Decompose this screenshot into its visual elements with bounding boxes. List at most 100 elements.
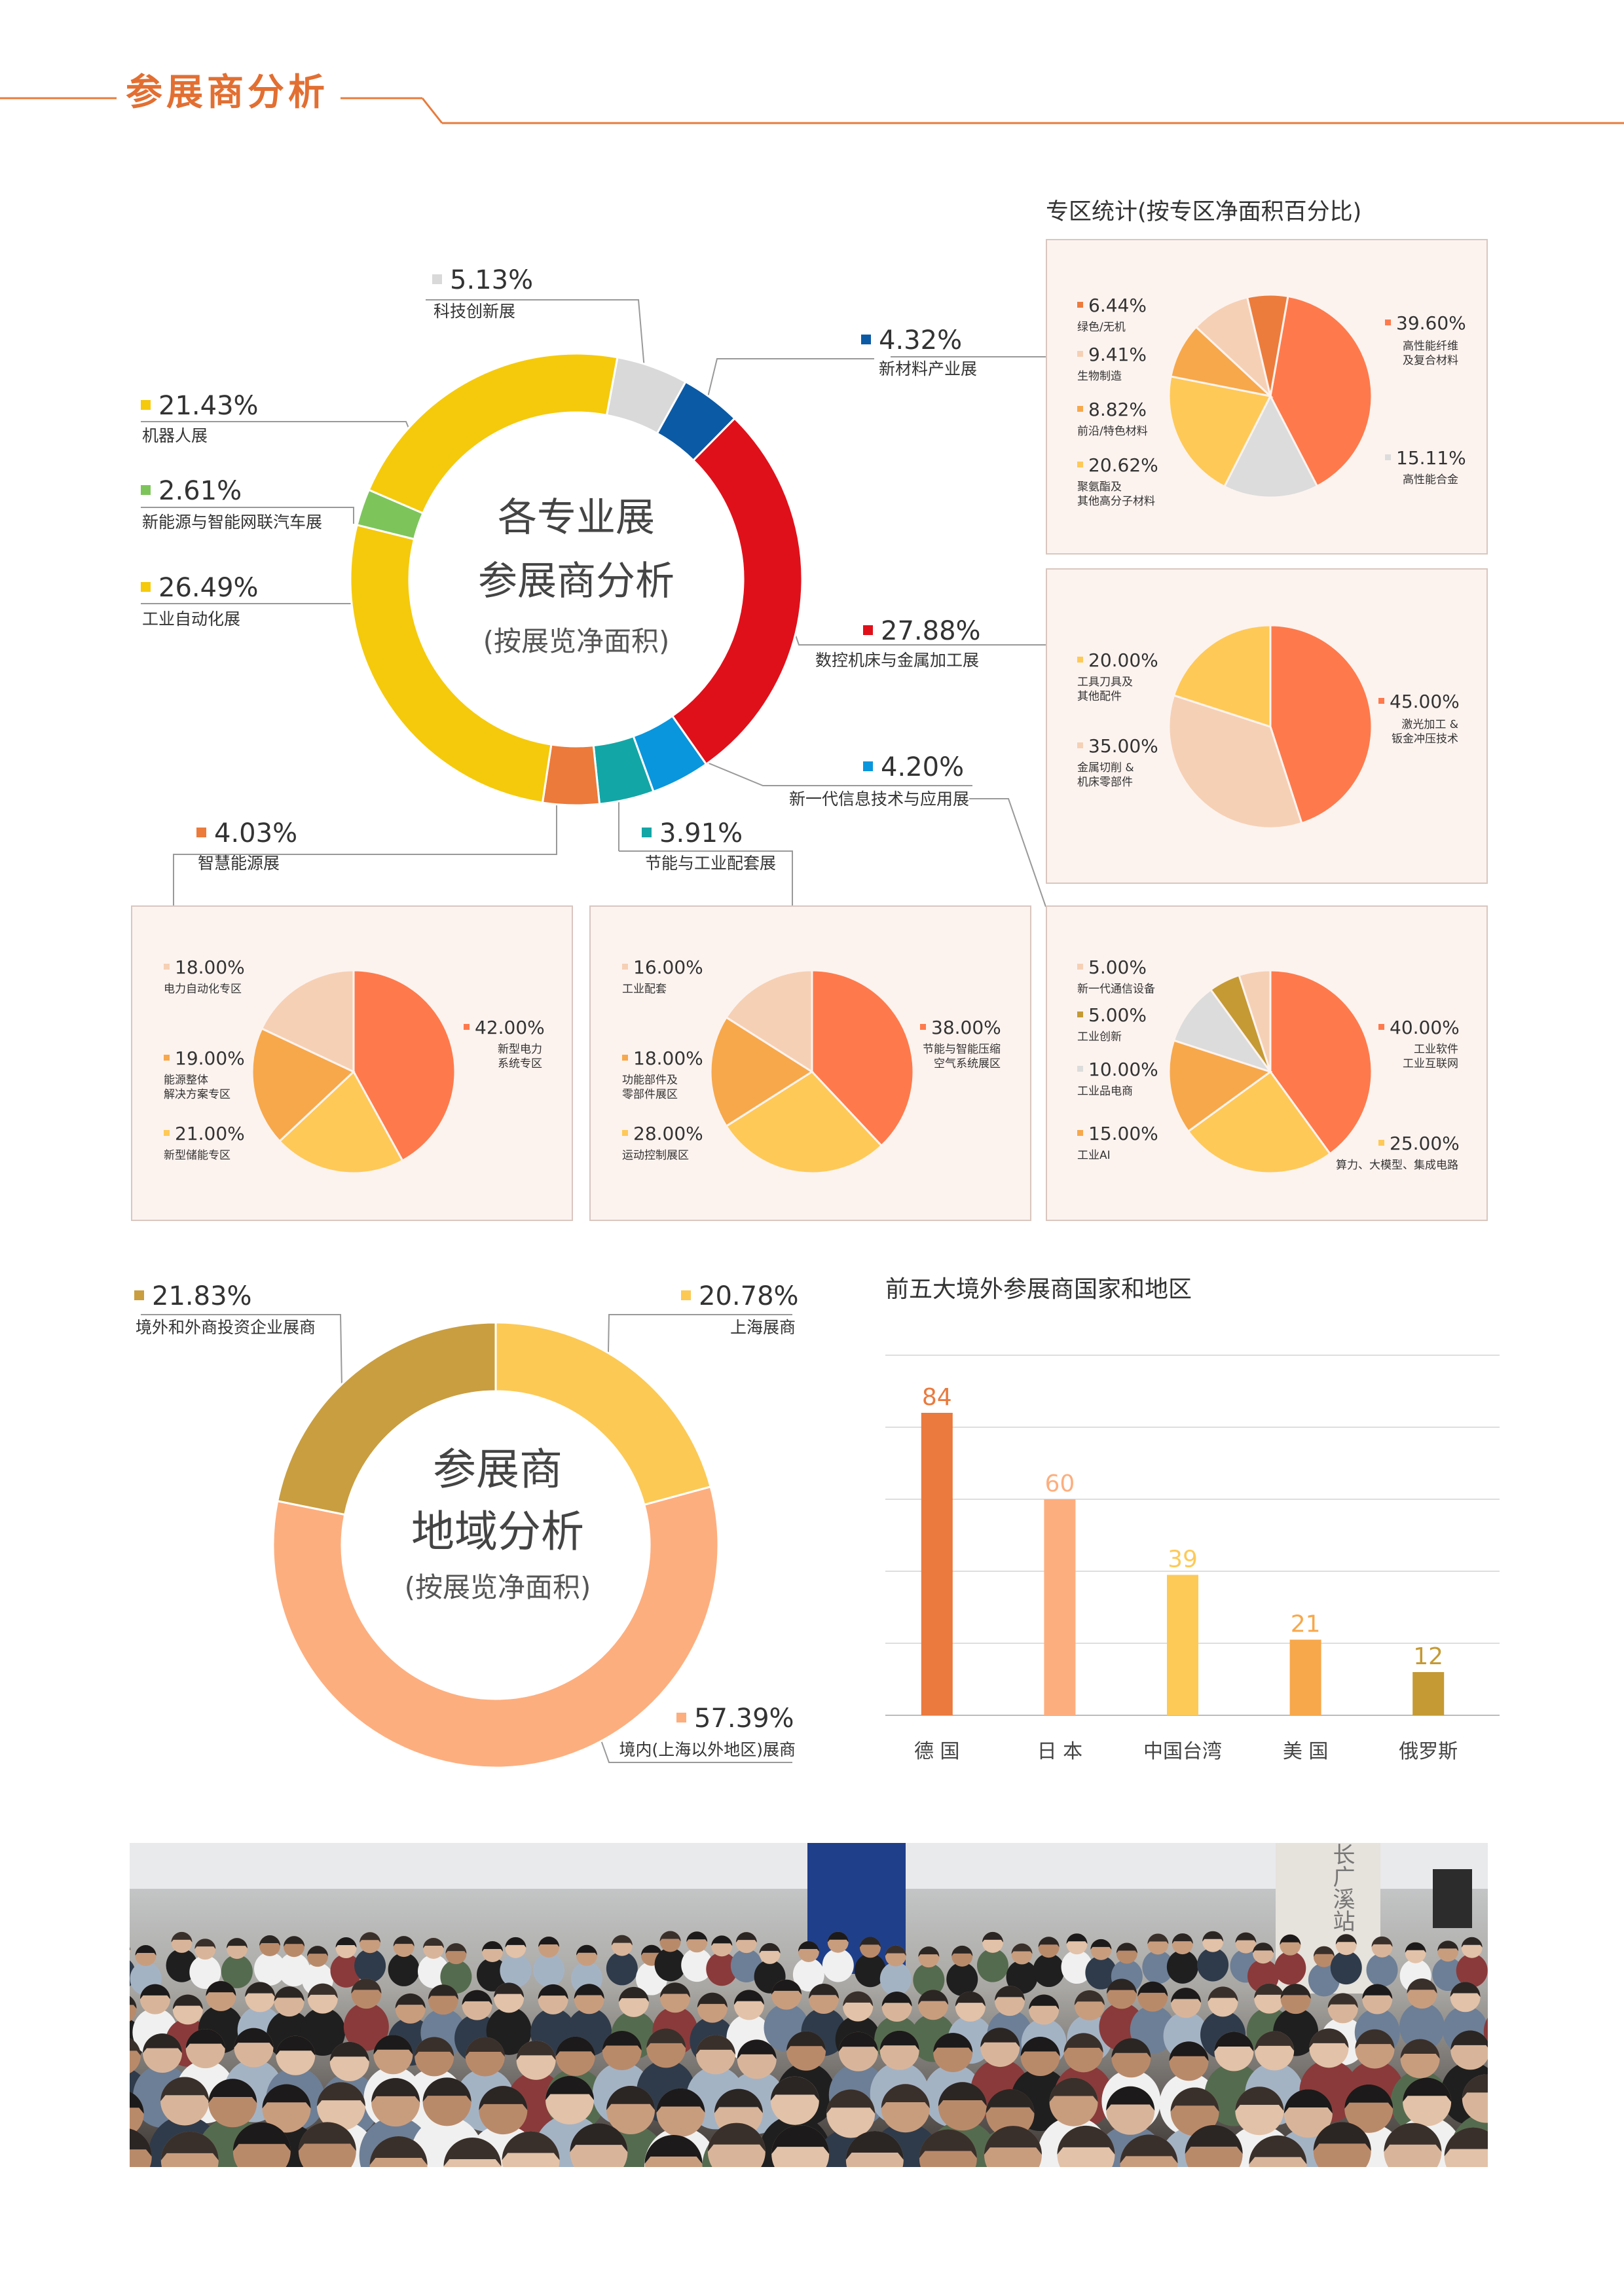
pie1-pct-2: 20.62% xyxy=(1077,456,1158,475)
sub-pie-cnc-slice-1 xyxy=(1168,694,1303,829)
bar-value-label-0: 84 xyxy=(922,1384,952,1411)
sub-pie-it xyxy=(1168,969,1373,1175)
sub-pie-it-slice-2 xyxy=(1168,1039,1273,1133)
sub-pie-it-slice-3 xyxy=(1172,988,1273,1074)
sub-pie-new-materials-slice-0 xyxy=(1269,295,1373,488)
pie5-label-5: 新一代通信设备 xyxy=(1077,983,1155,996)
pie1-pct-5: 6.44% xyxy=(1077,297,1147,315)
region-label-domestic: 境内(上海以外地区)展商 xyxy=(619,1740,796,1759)
bar-value-label-4: 12 xyxy=(1413,1643,1443,1670)
main-donut-slice-8 xyxy=(367,352,619,515)
pie1-label-5: 绿色/无机 xyxy=(1077,321,1126,334)
page-title: 参展商分析 xyxy=(126,71,329,114)
pie4-label-0: 节能与智能压缩 空气系统展区 xyxy=(923,1043,1001,1071)
section-header-rule xyxy=(0,97,1624,124)
slice-label-pct-materials: 4.32% xyxy=(861,327,962,354)
region-donut-chart: 参展商 地域分析 (按展览净面积) 20.78% 上海展商 57.39% 境内(… xyxy=(0,1244,851,1800)
slice-label-robot: 机器人展 xyxy=(142,426,208,445)
pie4-pct-0: 38.00% xyxy=(920,1019,1001,1037)
sub-pie-energy-slice-1 xyxy=(278,1070,404,1175)
bar-category-label-0: 德 国 xyxy=(914,1740,960,1763)
main-donut-title-line2: 参展商分析 xyxy=(478,558,674,604)
pie4-label-1: 运动控制展区 xyxy=(622,1149,689,1162)
sub-pie-cnc-slice-2 xyxy=(1172,624,1272,729)
pie2-label-1: 金属切削 & 机床零部件 xyxy=(1077,761,1134,790)
bar-0 xyxy=(921,1413,953,1715)
bar-value-label-2: 39 xyxy=(1168,1546,1198,1573)
pie2-label-0: 激光加工 & 钣金冲压技术 xyxy=(1392,718,1458,746)
pie3-pct-1: 21.00% xyxy=(164,1125,245,1143)
sub-pie-it-slice-1 xyxy=(1187,1070,1332,1175)
sub-pie-energy-saving-slice-2 xyxy=(709,1015,814,1128)
slice-label-materials: 新材料产业展 xyxy=(879,359,978,378)
sub-pie-new-materials-slice-2 xyxy=(1168,375,1272,488)
photo-sign-text: 长广溪站 xyxy=(1329,1843,1355,1932)
pie1-label-2: 聚氨酯及 其他高分子材料 xyxy=(1077,481,1155,509)
pie4-label-3: 工业配套 xyxy=(622,983,667,996)
bar-3 xyxy=(1289,1639,1321,1715)
slice-label-pct-cnc: 27.88% xyxy=(863,618,981,644)
slice-label-automation: 工业自动化展 xyxy=(142,610,241,629)
region-donut-slice-1 xyxy=(272,1485,720,1769)
slice-label-pct-automation: 26.49% xyxy=(141,575,259,601)
slice-label-saving: 节能与工业配套展 xyxy=(645,854,777,873)
bar-category-label-3: 美 国 xyxy=(1283,1740,1329,1763)
pie1-label-1: 高性能合金 xyxy=(1403,473,1458,486)
section-header: 参展商分析 xyxy=(0,65,1624,131)
pie3-pct-0: 42.00% xyxy=(464,1019,545,1037)
crowd-photo: 长广溪站 xyxy=(130,1843,1488,2167)
pie2-pct-0: 45.00% xyxy=(1378,693,1460,711)
main-donut-slice-6 xyxy=(349,523,553,804)
pie1-label-4: 生物制造 xyxy=(1077,370,1122,383)
bar-4 xyxy=(1412,1672,1445,1715)
pie3-label-1: 新型储能专区 xyxy=(164,1149,231,1162)
bar-value-label-1: 60 xyxy=(1044,1470,1075,1497)
region-donut-svg xyxy=(141,1314,792,1769)
pie1-label-0: 高性能纤维 及复合材料 xyxy=(1403,340,1458,368)
pie5-pct-1: 25.00% xyxy=(1378,1135,1460,1153)
pie5-pct-4: 5.00% xyxy=(1077,1006,1147,1025)
slice-label-pct-robot: 21.43% xyxy=(141,393,259,419)
slice-label-it: 新一代信息技术与应用展 xyxy=(789,790,970,809)
pie1-pct-3: 8.82% xyxy=(1077,401,1147,419)
sub-pie-new-materials-slice-3 xyxy=(1170,325,1274,398)
pie3-label-0: 新型电力 系统专区 xyxy=(498,1043,542,1071)
pie2-pct-1: 35.00% xyxy=(1077,737,1158,756)
sub-pie-it-slice-5 xyxy=(1238,969,1272,1072)
region-pct-shanghai: 20.78% xyxy=(681,1283,799,1309)
main-donut-slices xyxy=(349,352,803,807)
bar-2 xyxy=(1167,1575,1198,1715)
region-donut-slice-2 xyxy=(276,1321,497,1516)
pie5-pct-5: 5.00% xyxy=(1077,958,1147,977)
pie5-label-2: 工业AI xyxy=(1077,1149,1111,1162)
pie5-pct-3: 10.00% xyxy=(1077,1061,1158,1079)
bar-chart-title: 前五大境外参展商国家和地区 xyxy=(885,1276,1192,1303)
bar-value-label-3: 21 xyxy=(1291,1611,1321,1638)
sub-pie-new-materials-slice-1 xyxy=(1223,393,1319,499)
sub-pie-new-materials-slice-5 xyxy=(1246,293,1289,397)
pie2-label-2: 工具刀具及 其他配件 xyxy=(1077,676,1133,704)
main-donut-slice-2 xyxy=(671,416,803,766)
pie5-label-3: 工业品电商 xyxy=(1077,1085,1133,1098)
sub-pie-energy xyxy=(251,969,456,1175)
pie2-pct-2: 20.00% xyxy=(1077,651,1158,670)
pie3-pct-2: 19.00% xyxy=(164,1049,245,1068)
slice-label-pct-tech: 5.13% xyxy=(432,267,533,293)
sub-pie-energy-slice-0 xyxy=(352,969,456,1162)
slice-label-tech: 科技创新展 xyxy=(434,302,516,321)
pie5-label-0: 工业软件 工业互联网 xyxy=(1403,1043,1458,1071)
pie1-pct-1: 15.11% xyxy=(1385,449,1466,467)
sub-pie-it-slice-0 xyxy=(1269,969,1373,1156)
sub-pie-cnc-slice-0 xyxy=(1269,624,1373,825)
bar-1 xyxy=(1044,1499,1076,1715)
crowd-photo-svg xyxy=(130,1843,1488,2167)
pie4-pct-2: 18.00% xyxy=(622,1049,703,1068)
main-donut-title-line1: 各专业展 xyxy=(498,495,655,541)
pie5-pct-0: 40.00% xyxy=(1378,1019,1460,1037)
slice-label-smart-energy: 智慧能源展 xyxy=(198,854,280,873)
region-donut-subtitle: (按展览净面积) xyxy=(404,1571,591,1603)
pie1-pct-4: 9.41% xyxy=(1077,346,1147,364)
pie5-pct-2: 15.00% xyxy=(1077,1125,1158,1143)
region-donut-title-line2: 地域分析 xyxy=(411,1506,584,1557)
